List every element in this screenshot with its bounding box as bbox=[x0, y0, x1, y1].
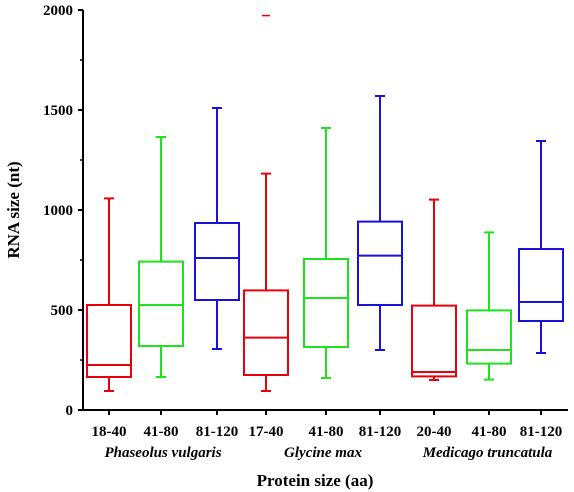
x-tick-label: 41-80 bbox=[309, 424, 344, 440]
box bbox=[243, 289, 289, 376]
box bbox=[194, 222, 240, 301]
x-tick-label: 81-120 bbox=[359, 424, 402, 440]
y-tick-label: 1000 bbox=[43, 203, 73, 219]
box bbox=[411, 304, 457, 378]
x-tick-label: 17-40 bbox=[249, 424, 284, 440]
x-tick-label: 41-80 bbox=[144, 424, 179, 440]
group-label: Medicago truncatula bbox=[422, 445, 553, 461]
y-tick-label: 2000 bbox=[43, 3, 73, 19]
x-tick-label: 81-120 bbox=[520, 424, 563, 440]
box bbox=[86, 304, 132, 378]
y-tick-label: 500 bbox=[51, 303, 74, 319]
box bbox=[138, 260, 184, 348]
x-tick-label: 18-40 bbox=[92, 424, 127, 440]
y-tick-label: 0 bbox=[66, 403, 74, 419]
x-tick-label: 41-80 bbox=[472, 424, 507, 440]
x-tick-label: 20-40 bbox=[417, 424, 452, 440]
x-tick-label: 81-120 bbox=[196, 424, 239, 440]
y-tick-label: 1500 bbox=[43, 103, 73, 119]
group-label: Glycine max bbox=[284, 445, 362, 461]
plot-area: 0 500 1000 1500 2000 18-40 41-80 81-120 17-40 41-… bbox=[43, 3, 568, 461]
group-label: Phaseolus vulgaris bbox=[104, 445, 221, 461]
y-axis-title: RNA size (nt) bbox=[4, 161, 23, 258]
x-axis-title: Protein size (aa) bbox=[257, 471, 374, 490]
box bbox=[303, 258, 349, 348]
box bbox=[518, 248, 564, 322]
box bbox=[357, 220, 403, 307]
box bbox=[466, 309, 512, 365]
